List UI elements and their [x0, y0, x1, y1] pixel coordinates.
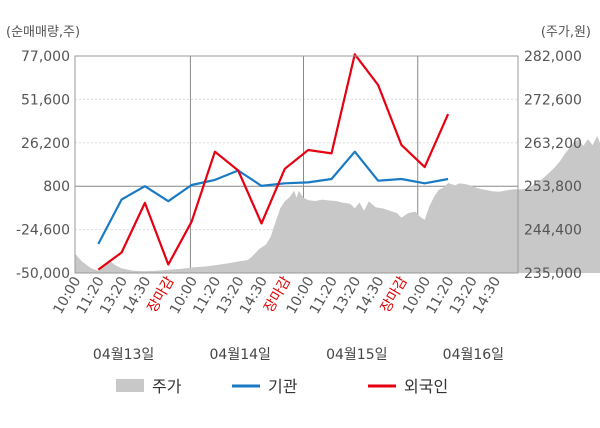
- series-line-foreign: [97, 53, 450, 271]
- legend-label: 주가: [152, 377, 182, 396]
- left-tick-label: -50,000: [16, 266, 70, 282]
- legend-label: 기관: [268, 377, 298, 396]
- date-label: 04월13일: [93, 347, 154, 363]
- date-label: 04월15일: [326, 347, 387, 363]
- plot-border: [74, 55, 519, 274]
- left-axis-unit-label: (순매매량,주): [6, 25, 80, 40]
- series-lines-layer: [97, 53, 450, 271]
- series-line-institution: [97, 150, 449, 245]
- legend-swatch-price: [116, 379, 144, 392]
- price-area-layer: [75, 135, 600, 273]
- right-tick-label: 263,200: [524, 136, 582, 152]
- left-tick-label: 800: [43, 179, 70, 195]
- date-labels: 04월13일 04월14일 04월15일 04월16일: [93, 347, 504, 363]
- date-label: 04월16일: [443, 347, 504, 363]
- right-axis-unit-label: (주가,원): [541, 25, 591, 40]
- right-tick-label: 282,000: [524, 49, 582, 65]
- right-axis-ticks: 282,000 272,600 263,200 253,800 244,400 235,0…: [524, 49, 582, 282]
- left-tick-label: 77,000: [21, 49, 70, 65]
- right-tick-label: 253,800: [524, 179, 582, 195]
- left-axis-ticks: 77,000 51,600 26,200 800 -24,600 -50,000: [16, 49, 70, 282]
- legend-label: 외국인: [404, 377, 448, 396]
- right-tick-label: 235,000: [524, 266, 582, 282]
- date-label: 04월14일: [210, 347, 271, 363]
- right-tick-label: 244,400: [524, 223, 582, 239]
- left-tick-label: 51,600: [21, 92, 70, 108]
- plot-frame: [74, 55, 519, 274]
- price-area: [75, 135, 600, 273]
- x-axis-ticks: 10:0011:2013:2014:30장마감10:0011:2013:2014…: [50, 274, 504, 317]
- legend: 주가 기관 외국인: [116, 377, 448, 396]
- right-tick-label: 272,600: [524, 92, 582, 108]
- left-tick-label: 26,200: [21, 136, 70, 152]
- left-tick-label: -24,600: [16, 223, 70, 239]
